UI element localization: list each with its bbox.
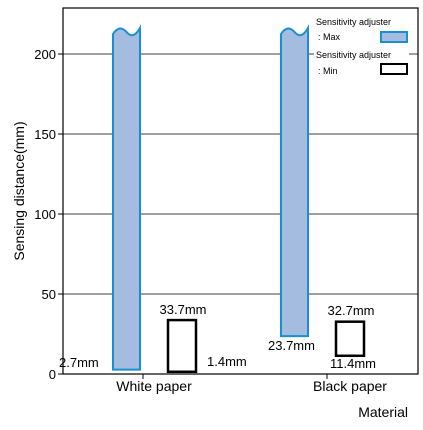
bar-max-0 [112, 24, 141, 371]
bar-min-0 [166, 318, 198, 374]
bar-min-1 [334, 320, 366, 358]
data-label: 2.7mm [59, 355, 99, 370]
data-label: 11.4mm [330, 356, 376, 371]
data-label: 23.7mm [268, 338, 315, 353]
y-tick-label: 100 [34, 207, 56, 222]
x-tick-label: Black paper [313, 378, 387, 394]
y-tick-label: 200 [34, 47, 56, 62]
y-tick-label: 0 [49, 367, 56, 382]
y-tick-label: 50 [42, 287, 56, 302]
data-label: 33.7mm [160, 302, 207, 317]
x-tick-label: White paper [116, 378, 192, 394]
bars [112, 24, 366, 374]
legend-label: Sensitivity adjuster [316, 50, 391, 60]
data-labels: 2.7mm 23.7mm 33.7mm 32.7mm 1.4mm 11.4mm [59, 302, 376, 371]
axes: 0 50 100 150 200 Sensing distance(mm) Material… [11, 47, 408, 420]
legend-swatch [380, 63, 408, 75]
legend-label: : Max [318, 32, 341, 42]
legend: Sensitivity adjuster : Max Sensitivity adj… [314, 14, 409, 84]
data-label: 1.4mm [207, 354, 247, 369]
x-axis-label: Material [358, 404, 408, 420]
data-label: 32.7mm [328, 303, 375, 318]
legend-swatch [380, 31, 408, 43]
y-axis-label: Sensing distance(mm) [11, 121, 27, 260]
legend-label: : Min [318, 66, 338, 76]
legend-label: Sensitivity adjuster [316, 17, 391, 27]
y-tick-label: 150 [34, 127, 56, 142]
bar-max-1 [280, 24, 309, 338]
